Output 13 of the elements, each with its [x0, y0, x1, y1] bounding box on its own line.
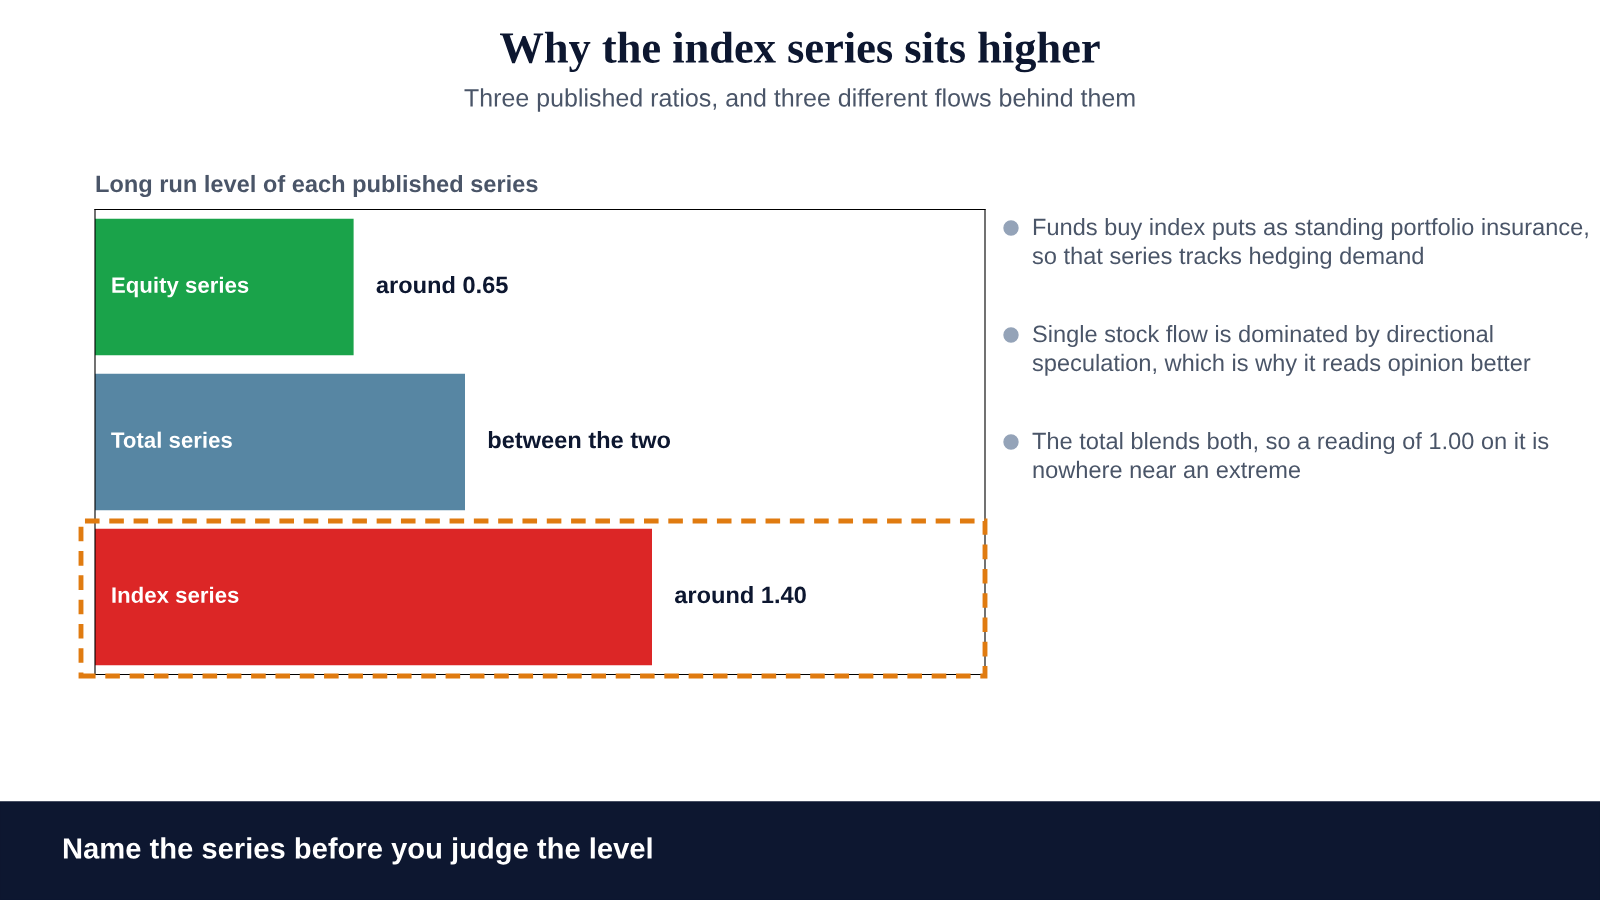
text: Long run level of each published series [96, 174, 538, 198]
y-tick-label: Total series [111, 431, 232, 448]
text: Three published ratios, and three different flows behind them [464, 88, 1135, 112]
text: The total blends both, so a reading of 1.00 on it is nowhere near an extreme [1032, 432, 1549, 479]
text: Single stock flow is dominated by directional speculation, which is why it reads opinion better [1032, 325, 1531, 376]
y-tick-label: Equity series [112, 276, 249, 298]
data-label: around 0.65 [376, 275, 508, 294]
data-label: between the two [488, 430, 671, 449]
text: Name the series before you judge the level [63, 837, 652, 865]
text: Why the index series sits higher [500, 31, 1100, 73]
data-label: around 1.40 [674, 585, 806, 604]
y-tick-label: Index series [112, 586, 239, 603]
text: Funds buy index puts as standing portfolio insurance, so that series tracks hedging demand [1032, 218, 1588, 269]
